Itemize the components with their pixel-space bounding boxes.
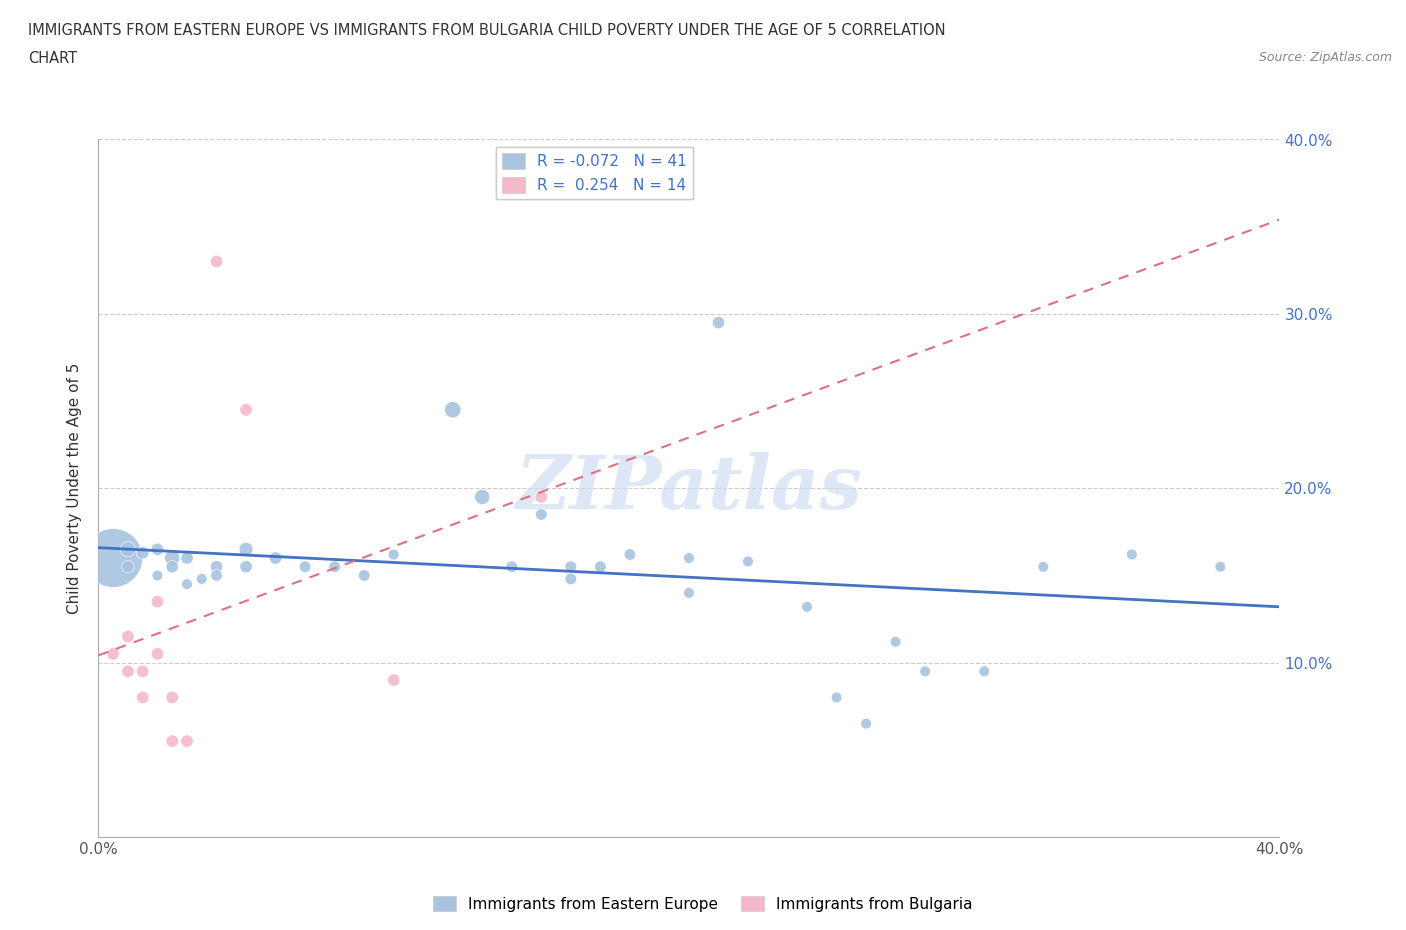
Point bbox=[117, 559, 139, 574]
Point bbox=[382, 547, 405, 562]
Text: CHART: CHART bbox=[28, 51, 77, 66]
Point bbox=[162, 734, 183, 749]
Point bbox=[103, 646, 125, 661]
Point bbox=[205, 254, 228, 269]
Legend: R = -0.072   N = 41, R =  0.254   N = 14: R = -0.072 N = 41, R = 0.254 N = 14 bbox=[496, 147, 693, 199]
Point bbox=[205, 559, 228, 574]
Point bbox=[530, 489, 553, 504]
Point bbox=[103, 551, 125, 565]
Point bbox=[235, 559, 257, 574]
Point bbox=[132, 664, 155, 679]
Point bbox=[678, 551, 700, 565]
Point bbox=[191, 571, 214, 587]
Point bbox=[323, 559, 346, 574]
Point bbox=[176, 577, 198, 591]
Point bbox=[1121, 547, 1143, 562]
Point bbox=[678, 586, 700, 601]
Point bbox=[162, 551, 183, 565]
Point bbox=[117, 629, 139, 644]
Point bbox=[162, 690, 183, 705]
Point bbox=[294, 559, 316, 574]
Point bbox=[560, 571, 582, 587]
Point bbox=[855, 716, 877, 731]
Point bbox=[146, 646, 169, 661]
Point bbox=[146, 542, 169, 557]
Point bbox=[1032, 559, 1054, 574]
Point bbox=[162, 559, 183, 574]
Point bbox=[825, 690, 848, 705]
Point bbox=[117, 664, 139, 679]
Y-axis label: Child Poverty Under the Age of 5: Child Poverty Under the Age of 5 bbox=[67, 363, 83, 614]
Point bbox=[235, 542, 257, 557]
Point bbox=[353, 568, 375, 583]
Point bbox=[132, 690, 155, 705]
Text: Source: ZipAtlas.com: Source: ZipAtlas.com bbox=[1258, 51, 1392, 64]
Point bbox=[619, 547, 641, 562]
Point bbox=[471, 489, 494, 504]
Point bbox=[117, 542, 139, 557]
Point bbox=[132, 545, 155, 560]
Point bbox=[737, 554, 759, 569]
Point bbox=[176, 551, 198, 565]
Point bbox=[264, 551, 287, 565]
Point bbox=[205, 568, 228, 583]
Point bbox=[382, 672, 405, 687]
Point bbox=[589, 559, 612, 574]
Point bbox=[1209, 559, 1232, 574]
Point bbox=[501, 559, 523, 574]
Point bbox=[441, 403, 464, 418]
Point bbox=[560, 559, 582, 574]
Point bbox=[176, 734, 198, 749]
Point bbox=[235, 403, 257, 418]
Point bbox=[796, 600, 818, 615]
Text: ZIPatlas: ZIPatlas bbox=[516, 452, 862, 525]
Point bbox=[707, 315, 730, 330]
Point bbox=[973, 664, 995, 679]
Point bbox=[530, 507, 553, 522]
Point bbox=[914, 664, 936, 679]
Point bbox=[146, 568, 169, 583]
Legend: Immigrants from Eastern Europe, Immigrants from Bulgaria: Immigrants from Eastern Europe, Immigran… bbox=[427, 889, 979, 918]
Point bbox=[884, 634, 907, 649]
Text: IMMIGRANTS FROM EASTERN EUROPE VS IMMIGRANTS FROM BULGARIA CHILD POVERTY UNDER T: IMMIGRANTS FROM EASTERN EUROPE VS IMMIGR… bbox=[28, 23, 946, 38]
Point bbox=[146, 594, 169, 609]
